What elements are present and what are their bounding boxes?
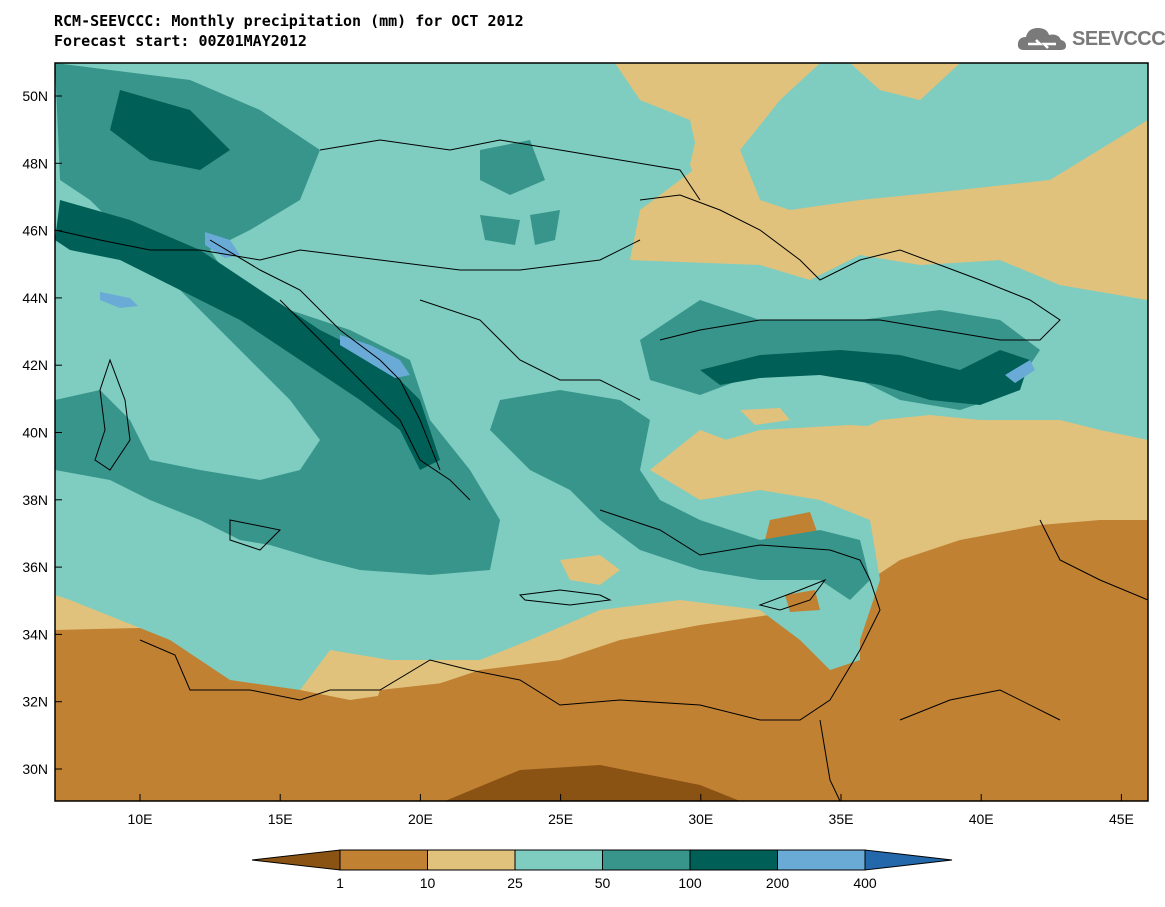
lon-label: 25E (548, 811, 573, 827)
forecast-start: Forecast start: 00Z01MAY2012 (54, 32, 307, 50)
lat-label: 36N (22, 559, 48, 575)
lat-label: 42N (22, 357, 48, 373)
colorbar-segment (602, 849, 691, 871)
lat-label: 48N (22, 155, 48, 171)
colorbar-segment (339, 849, 428, 871)
lon-label: 10E (128, 811, 153, 827)
colorbar-min-arrow (251, 849, 341, 871)
colorbar-segment (777, 849, 866, 871)
lat-label: 30N (22, 761, 48, 777)
colorbar-segment (427, 849, 516, 871)
colorbar-segment (514, 849, 603, 871)
lat-label: 32N (22, 694, 48, 710)
colorbar: 1 10 25 50 100 200 400 (251, 849, 953, 891)
seevccc-logo: SEEVCCC (1016, 22, 1165, 56)
lat-label: 38N (22, 492, 48, 508)
colorbar-label: 25 (507, 875, 523, 891)
logo-text: SEEVCCC (1072, 27, 1165, 50)
lon-label: 15E (268, 811, 293, 827)
lat-label: 40N (22, 425, 48, 441)
colorbar-label: 1 (336, 875, 344, 891)
colorbar-label: 400 (853, 875, 877, 891)
lat-label: 44N (22, 290, 48, 306)
colorbar-segment (689, 849, 778, 871)
lon-label: 30E (688, 811, 713, 827)
colorbar-max-arrow (864, 849, 953, 871)
lon-label: 45E (1109, 811, 1134, 827)
lon-label: 40E (969, 811, 994, 827)
coastlines (55, 139, 1148, 801)
lon-label: 35E (829, 811, 854, 827)
longitude-axis: 10E 15E 20E 25E 30E 35E 40E 45E (128, 794, 1134, 827)
colorbar-label: 50 (595, 875, 611, 891)
lat-label: 46N (22, 223, 48, 239)
colorbar-label: 200 (766, 875, 790, 891)
colorbar-label: 100 (678, 875, 702, 891)
colorbar-label: 10 (420, 875, 436, 891)
lat-label: 34N (22, 626, 48, 642)
map-title: RCM-SEEVCCC: Monthly precipitation (mm) … (54, 12, 524, 30)
lon-label: 20E (408, 811, 433, 827)
lat-label: 50N (22, 88, 48, 104)
precipitation-field (55, 63, 1148, 801)
cloud-icon (1017, 28, 1066, 50)
latitude-axis: 50N 48N 46N 44N 42N 40N 38N 36N 34N 32N 30N (22, 88, 62, 777)
